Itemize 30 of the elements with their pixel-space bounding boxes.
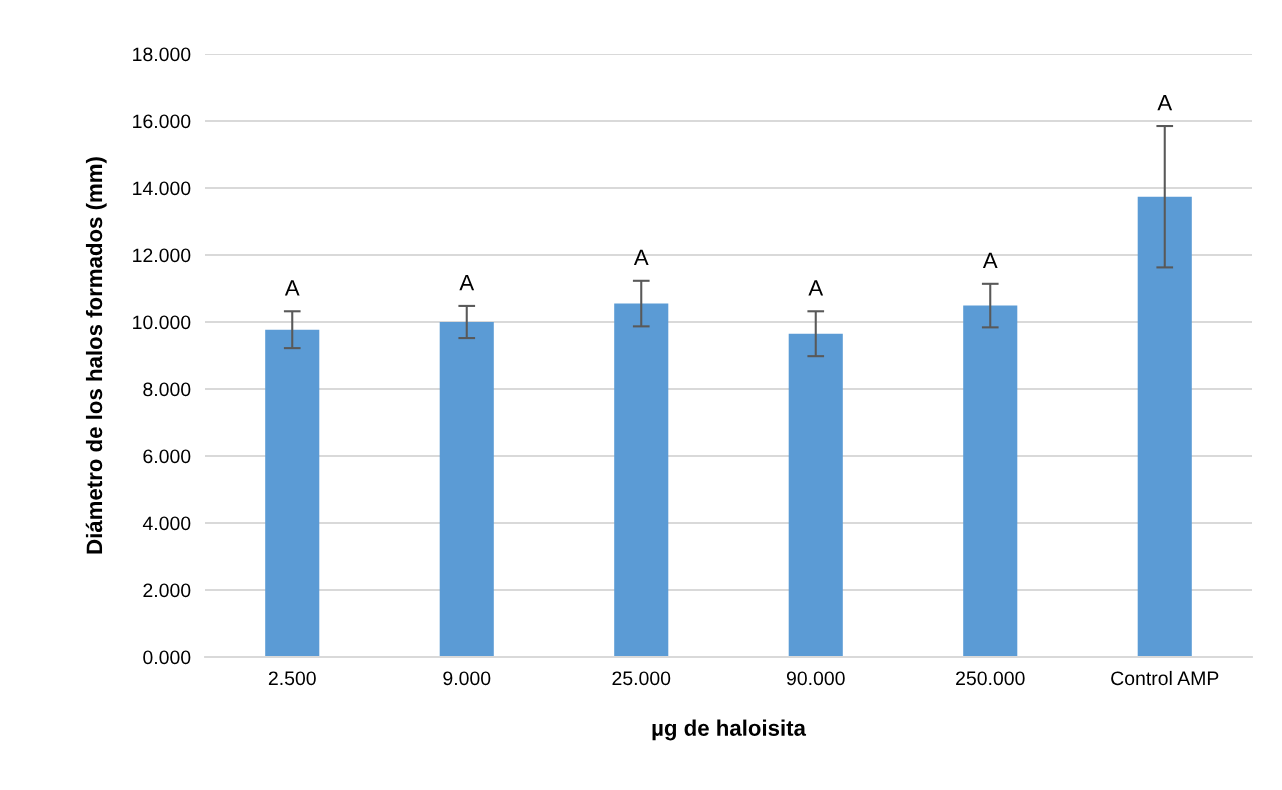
bar xyxy=(614,303,669,657)
y-axis-title: Diámetro de los halos formados (mm) xyxy=(85,157,107,554)
y-tick-label: 4.000 xyxy=(142,516,191,531)
x-tick-label: 2.500 xyxy=(268,671,316,686)
bar xyxy=(1137,196,1192,657)
annotation: A xyxy=(459,274,475,291)
y-tick-label: 10.000 xyxy=(133,315,191,330)
bar xyxy=(963,305,1018,657)
x-tick-label: 9.000 xyxy=(443,671,491,686)
y-tick-label: 2.000 xyxy=(143,583,191,598)
x-axis-title: µg de haloisita xyxy=(652,719,807,741)
annotation: A xyxy=(982,252,998,269)
x-tick-label: 250.000 xyxy=(956,671,1025,686)
x-tick-label: Control AMP xyxy=(1111,670,1219,686)
annotation: A xyxy=(808,280,824,296)
annotation: A xyxy=(1157,95,1173,111)
y-tick-label: 18.000 xyxy=(133,47,191,62)
annotation: A xyxy=(633,249,649,266)
bar xyxy=(788,333,843,657)
y-tick-label: 12.000 xyxy=(133,248,191,263)
bar xyxy=(265,329,320,657)
y-tick-label: 14.000 xyxy=(133,181,191,196)
y-tick-label: 16.000 xyxy=(133,114,191,129)
y-tick-label: 8.000 xyxy=(143,382,191,397)
y-tick-label: 6.000 xyxy=(143,449,191,464)
x-tick-label: 25.000 xyxy=(612,671,671,686)
x-tick-label: 90.000 xyxy=(786,671,845,686)
bar xyxy=(439,322,494,657)
annotation: A xyxy=(284,280,300,296)
y-tick-label: 0.000 xyxy=(143,650,191,665)
